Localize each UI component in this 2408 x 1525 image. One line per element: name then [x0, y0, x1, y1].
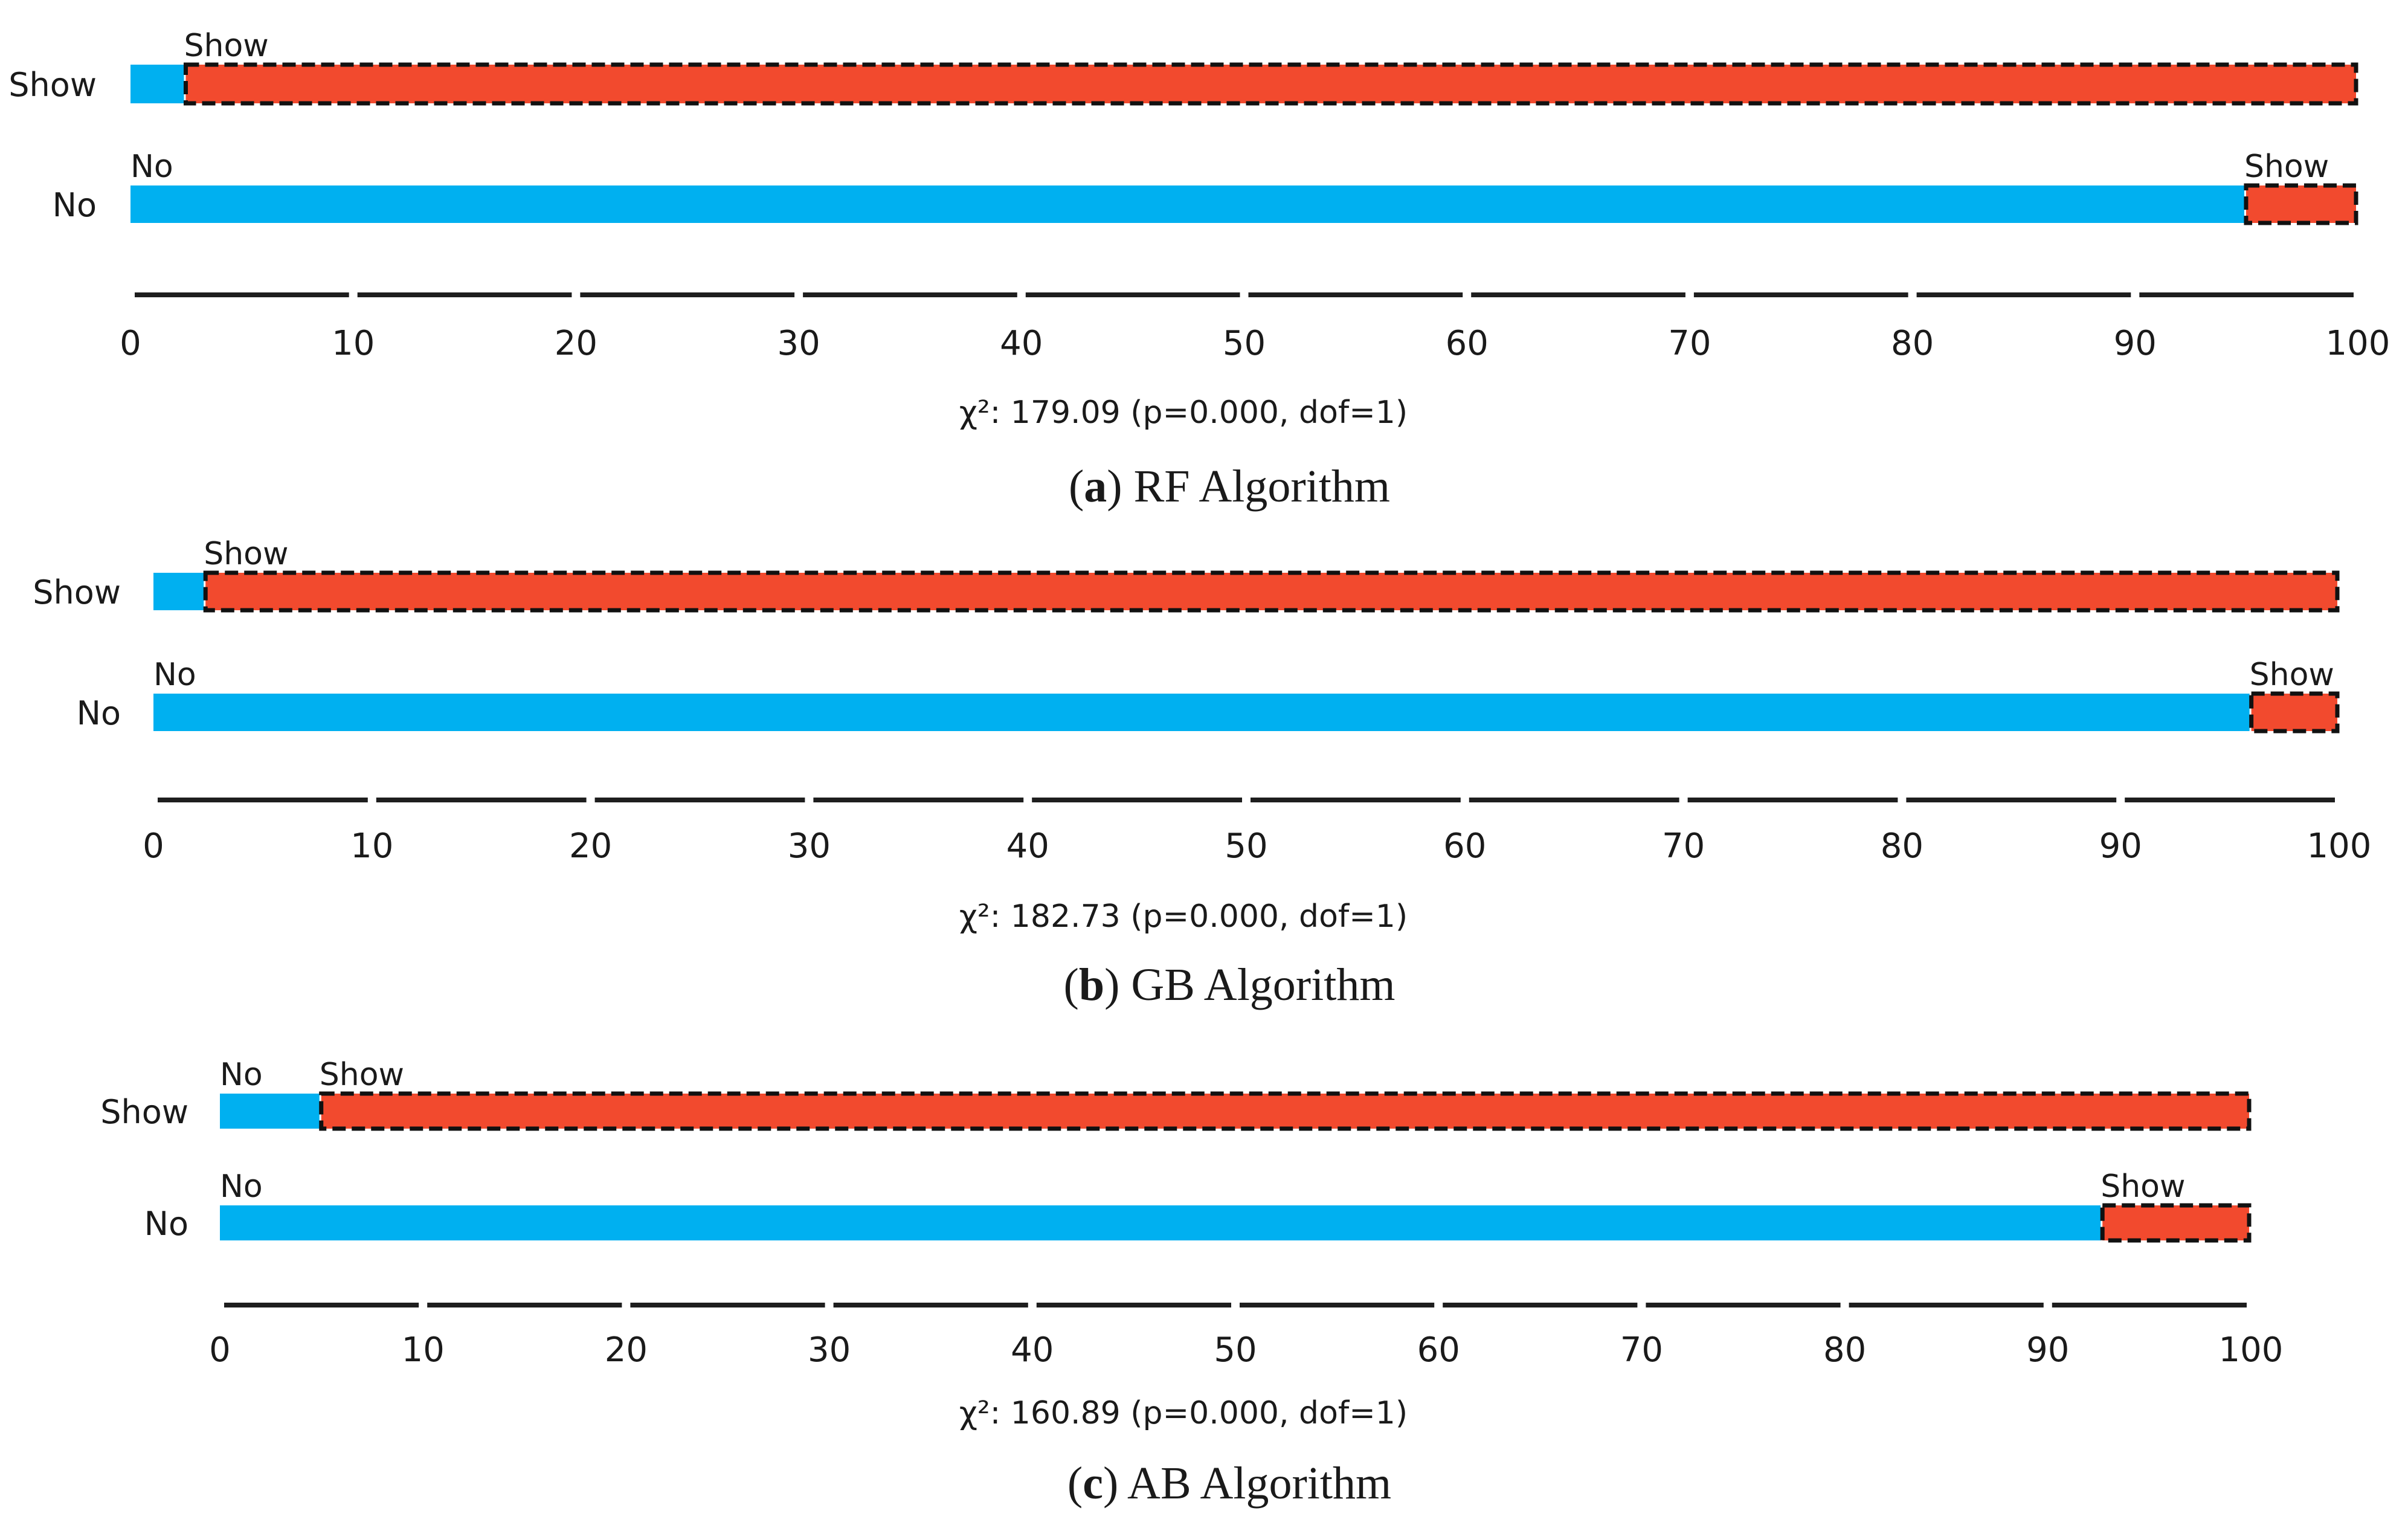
x-tick-label: 60 [1446, 324, 1489, 363]
chi-square-stat: χ²: 179.09 (p=0.000, dof=1) [959, 395, 1408, 431]
x-tick-label: 10 [402, 1330, 445, 1370]
x-tick-label: 30 [777, 324, 820, 363]
chart-panel-c: Show No Show No No Show 0 10 20 30 40 50 60 70 80 90 100… [100, 1057, 2283, 1509]
caption-paren: ) [1103, 1458, 1118, 1509]
x-tick-label: 70 [1620, 1330, 1663, 1370]
row-label-show: Show [8, 66, 97, 104]
x-tick-label: 30 [808, 1330, 851, 1370]
x-tick-label: 90 [2026, 1330, 2069, 1370]
x-tick-label: 80 [1881, 827, 1924, 866]
bar-segment-show [2249, 691, 2340, 733]
segment-label: No [153, 657, 196, 693]
bar-segment-show [2100, 1203, 2252, 1243]
caption-letter: b [1079, 959, 1104, 1010]
row-label-show: Show [33, 573, 121, 611]
caption-paren: ) [1107, 461, 1122, 512]
caption-letter: a [1084, 461, 1107, 512]
caption-paren: ( [1069, 461, 1084, 512]
caption-text: GB Algorithm [1119, 959, 1395, 1010]
x-tick-label: 90 [2114, 324, 2157, 363]
bar-segment-no [130, 65, 184, 103]
caption-paren: ) [1104, 959, 1119, 1010]
bar-segment-show [203, 570, 2340, 613]
x-tick-label: 10 [350, 827, 393, 866]
x-tick-label: 20 [605, 1330, 648, 1370]
x-tick-label: 60 [1417, 1330, 1460, 1370]
chi-square-stat: χ²: 160.89 (p=0.000, dof=1) [959, 1395, 1408, 1431]
x-tick-label: 20 [555, 324, 597, 363]
caption-paren: ( [1064, 959, 1079, 1010]
row-label-no: No [77, 694, 121, 732]
x-tick-label: 30 [788, 827, 831, 866]
caption-paren: ( [1067, 1458, 1083, 1509]
bar-segment-no [130, 185, 2244, 223]
x-tick-label: 40 [1011, 1330, 1054, 1370]
chart-panel-b: Show Show No No Show 0 10 20 30 40 50 60 70 80 90 100 χ²… [33, 536, 2371, 1010]
segment-label: Show [204, 536, 288, 572]
x-tick-label: 100 [2326, 324, 2390, 363]
row-label-no: No [53, 186, 97, 224]
row-label-no: No [144, 1205, 188, 1243]
x-tick-label: 90 [2099, 827, 2142, 866]
segment-label: Show [184, 28, 268, 64]
x-tick-label: 70 [1668, 324, 1711, 363]
segment-label: No [220, 1057, 263, 1093]
segment-label: Show [320, 1057, 404, 1093]
bar-segment-no [153, 694, 2250, 731]
x-tick-label: 40 [1006, 827, 1049, 866]
segment-label: Show [2250, 657, 2334, 693]
caption-text: RF Algorithm [1122, 461, 1390, 512]
x-tick-label: 40 [1000, 324, 1043, 363]
panel-caption: (a) RF Algorithm [1069, 461, 1390, 512]
x-tick-label: 80 [1823, 1330, 1866, 1370]
panel-caption: (b) GB Algorithm [1064, 959, 1396, 1010]
x-tick-label: 50 [1223, 324, 1266, 363]
x-tick-label: 0 [120, 324, 141, 363]
bar-segment-no [220, 1205, 2101, 1240]
x-tick-label: 10 [332, 324, 375, 363]
x-tick-label: 50 [1214, 1330, 1257, 1370]
segment-label: Show [2101, 1169, 2185, 1205]
bar-segment-no [220, 1094, 320, 1129]
x-tick-label: 70 [1662, 827, 1705, 866]
row-label-show: Show [100, 1093, 188, 1131]
chart-panel-a: Show Show No No Show 0 10 20 30 40 50 60 70 80 90 100 χ²… [8, 28, 2390, 512]
bar-segment-show [183, 62, 2358, 106]
caption-letter: c [1083, 1458, 1103, 1509]
x-tick-label: 0 [143, 827, 164, 866]
segment-label: Show [2244, 149, 2329, 185]
x-tick-label: 60 [1443, 827, 1486, 866]
bar-segment-show [319, 1091, 2252, 1131]
chi-square-stat: χ²: 182.73 (p=0.000, dof=1) [959, 898, 1408, 935]
x-tick-label: 50 [1225, 827, 1267, 866]
x-tick-label: 0 [209, 1330, 231, 1370]
x-tick-label: 100 [2307, 827, 2372, 866]
caption-text: AB Algorithm [1118, 1458, 1391, 1509]
bar-segment-show [2244, 183, 2358, 225]
segment-label: No [220, 1169, 263, 1205]
bar-segment-no [153, 573, 204, 610]
panel-caption: (c) AB Algorithm [1067, 1458, 1391, 1509]
x-tick-label: 20 [569, 827, 612, 866]
x-tick-label: 100 [2219, 1330, 2284, 1370]
segment-label: No [130, 149, 173, 185]
x-tick-label: 80 [1891, 324, 1934, 363]
